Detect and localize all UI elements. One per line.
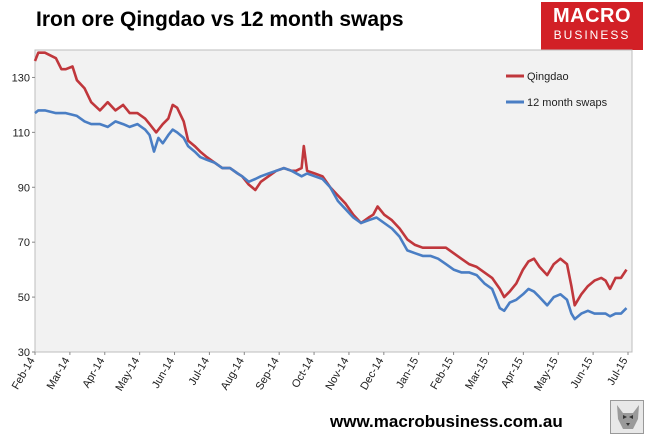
y-tick-label: 110: [12, 127, 30, 139]
x-tick-label: Feb-15: [428, 356, 456, 392]
wolf-logo-icon: [610, 400, 644, 434]
x-tick-label: Apr-15: [499, 356, 526, 391]
x-tick-label: Jan-15: [394, 356, 421, 391]
y-tick-label: 70: [18, 237, 30, 249]
x-tick-label: Aug-14: [219, 356, 247, 393]
x-tick-label: Nov-14: [323, 356, 351, 393]
x-tick-label: Oct-14: [290, 356, 317, 391]
x-tick-label: Dec-14: [358, 356, 386, 393]
x-tick-label: May-14: [114, 356, 143, 394]
y-tick-label: 30: [18, 347, 30, 359]
x-tick-label: Sep-14: [254, 356, 282, 393]
x-tick-label: Mar-15: [463, 356, 491, 392]
x-tick-label: Jul-15: [605, 356, 630, 388]
x-tick-label: Feb-14: [10, 356, 38, 392]
macrobusiness-logo: MACRO BUSINESS: [541, 2, 643, 50]
footer-url: www.macrobusiness.com.au: [330, 412, 563, 431]
y-tick-label: 50: [18, 292, 30, 304]
legend-label: Qingdao: [527, 71, 569, 83]
legend-label: 12 month swaps: [527, 97, 608, 109]
x-tick-label: May-15: [532, 356, 561, 394]
x-tick-label: Jun-14: [150, 356, 177, 391]
x-tick-label: Jun-15: [569, 356, 596, 391]
y-tick-label: 90: [18, 182, 30, 194]
x-tick-label: Apr-14: [80, 356, 107, 391]
logo-line-2: BUSINESS: [553, 28, 631, 42]
y-tick-label: 130: [12, 72, 30, 84]
chart-title: Iron ore Qingdao vs 12 month swaps: [36, 8, 404, 31]
x-tick-label: Mar-14: [45, 356, 73, 392]
plot-area: [34, 49, 633, 353]
series-line-swaps: [34, 109, 628, 321]
logo-line-1: MACRO: [552, 5, 632, 27]
x-tick-label: Jul-14: [187, 356, 212, 388]
